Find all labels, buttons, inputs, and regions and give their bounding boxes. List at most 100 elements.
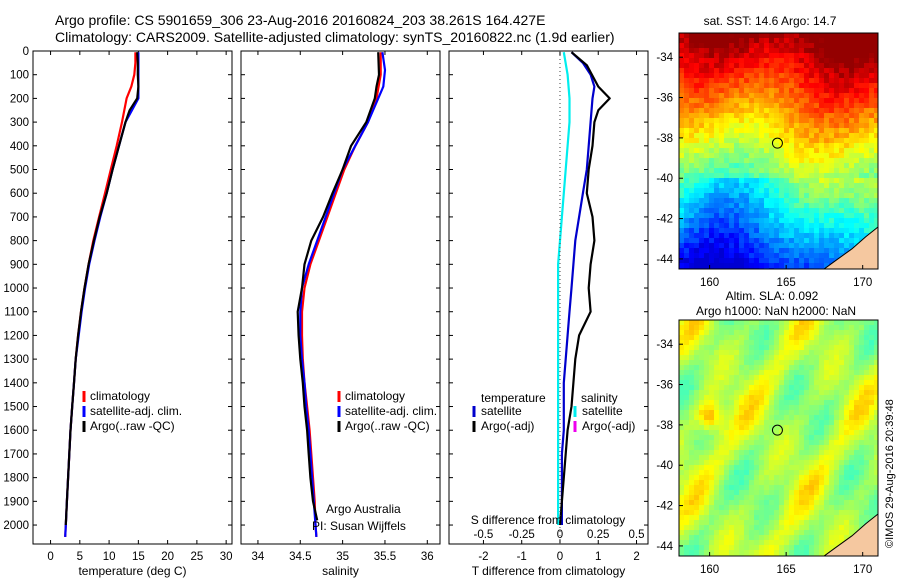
map-cell xyxy=(769,203,774,208)
map-cell xyxy=(764,203,769,208)
map-cell xyxy=(824,340,829,345)
map-cell xyxy=(719,88,724,93)
map-cell xyxy=(764,253,769,258)
map-cell xyxy=(779,390,784,395)
map-cell xyxy=(704,415,709,420)
map-cell xyxy=(759,173,764,178)
map-cell xyxy=(829,48,834,53)
map-cell xyxy=(784,98,789,103)
map-cell xyxy=(869,168,874,173)
map-cell xyxy=(849,360,854,365)
map-cell xyxy=(704,500,709,505)
map-cell xyxy=(699,475,704,480)
map-cell xyxy=(754,435,759,440)
map-cell xyxy=(734,198,739,203)
map-cell xyxy=(789,83,794,88)
map-cell xyxy=(714,540,719,545)
map-cell xyxy=(834,68,839,73)
map-cell xyxy=(764,370,769,375)
map-cell xyxy=(714,198,719,203)
map-cell xyxy=(714,173,719,178)
map-cell xyxy=(854,103,859,108)
map-cell xyxy=(739,340,744,345)
map-cell xyxy=(819,143,824,148)
map-cell xyxy=(709,360,714,365)
map-cell xyxy=(779,520,784,525)
map-cell xyxy=(789,128,794,133)
map-cell xyxy=(799,193,804,198)
map-cell xyxy=(679,395,684,400)
map-cell xyxy=(854,223,859,228)
map-cell xyxy=(799,108,804,113)
map-cell xyxy=(799,38,804,43)
map-cell xyxy=(759,460,764,465)
map-cell xyxy=(839,480,844,485)
map-cell xyxy=(749,540,754,545)
map-cell xyxy=(779,525,784,530)
map-cell xyxy=(759,320,764,325)
map-cell xyxy=(864,390,869,395)
map-cell xyxy=(784,88,789,93)
map-cell xyxy=(719,58,724,63)
map-cell xyxy=(814,118,819,123)
map-cell xyxy=(734,335,739,340)
map-cell xyxy=(854,48,859,53)
map-cell xyxy=(859,350,864,355)
map-cell xyxy=(799,480,804,485)
map-cell xyxy=(679,203,684,208)
map-cell xyxy=(734,43,739,48)
map-cell xyxy=(799,435,804,440)
map-cell xyxy=(849,73,854,78)
map-cell xyxy=(859,380,864,385)
map-cell xyxy=(719,525,724,530)
map-cell xyxy=(729,68,734,73)
map-cell xyxy=(689,440,694,445)
map-cell xyxy=(794,108,799,113)
map-cell xyxy=(829,193,834,198)
map-cell xyxy=(794,83,799,88)
map-cell xyxy=(789,158,794,163)
map-cell xyxy=(784,183,789,188)
map-cell xyxy=(799,430,804,435)
x-tick-label: 20 xyxy=(161,551,174,563)
map-cell xyxy=(804,198,809,203)
map-cell xyxy=(824,93,829,98)
map-cell xyxy=(859,168,864,173)
map-cell xyxy=(719,405,724,410)
map-cell xyxy=(839,520,844,525)
map-cell xyxy=(699,495,704,500)
map-cell xyxy=(754,320,759,325)
map-cell xyxy=(804,253,809,258)
map-cell xyxy=(804,540,809,545)
map-cell xyxy=(784,520,789,525)
map-cell xyxy=(859,480,864,485)
map-cell xyxy=(704,163,709,168)
map-cell xyxy=(774,470,779,475)
map-cell xyxy=(814,248,819,253)
map-cell xyxy=(874,98,878,103)
map-cell xyxy=(704,33,709,38)
map-cell xyxy=(729,455,734,460)
map-cell xyxy=(844,173,849,178)
map-cell xyxy=(744,325,749,330)
map-cell xyxy=(794,198,799,203)
map-cell xyxy=(784,515,789,520)
map-cell xyxy=(729,168,734,173)
map-cell xyxy=(704,213,709,218)
map-cell xyxy=(734,545,739,550)
map-cell xyxy=(829,98,834,103)
map-cell xyxy=(779,58,784,63)
map-cell xyxy=(694,410,699,415)
map-cell xyxy=(869,163,874,168)
map-cell xyxy=(774,490,779,495)
map-cell xyxy=(694,138,699,143)
map-cell xyxy=(839,198,844,203)
map-cell xyxy=(814,430,819,435)
map-cell xyxy=(739,253,744,258)
map-cell xyxy=(794,203,799,208)
map-cell xyxy=(789,198,794,203)
map-cell xyxy=(784,430,789,435)
map-cell xyxy=(874,173,878,178)
map-cell xyxy=(774,415,779,420)
map-cell xyxy=(679,390,684,395)
